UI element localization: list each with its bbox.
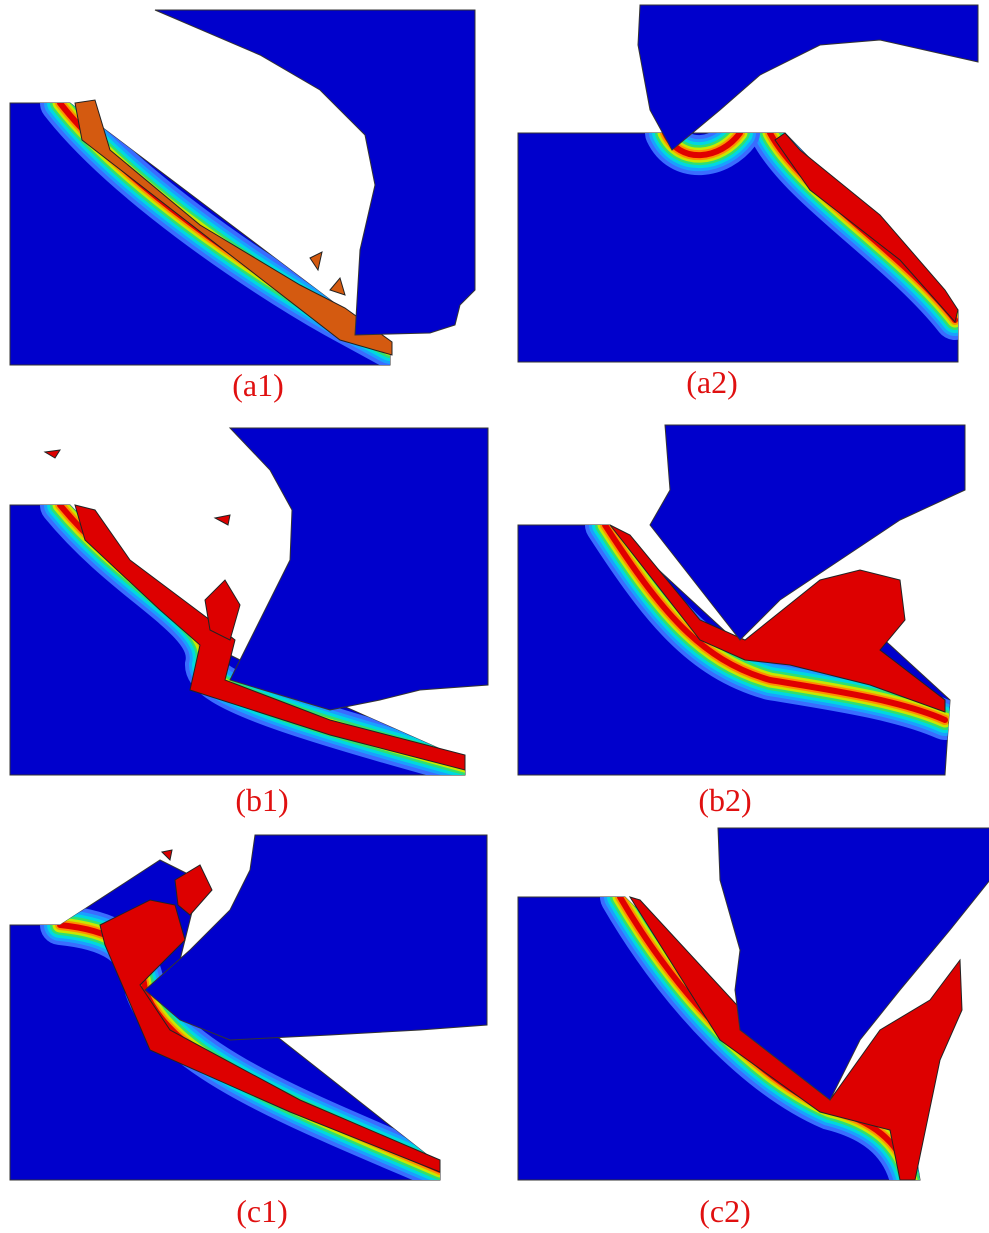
panel-c1: (c1)	[10, 835, 487, 1229]
fragment	[215, 515, 230, 525]
panel-a2: (a2)	[518, 5, 978, 400]
fragment	[310, 252, 322, 270]
tool	[230, 428, 488, 710]
panel-label: (b1)	[235, 782, 288, 818]
panel-b1: (b1)	[10, 428, 488, 818]
panel-label: (a2)	[686, 364, 738, 400]
panel-label: (b2)	[698, 782, 751, 818]
figure: (a1) (a2) (b1) (b2) (c1)	[0, 0, 989, 1233]
panel-label: (a1)	[232, 367, 284, 403]
fragment	[45, 450, 60, 458]
panel-c2: (c2)	[518, 828, 989, 1229]
panel-label: (c2)	[699, 1193, 751, 1229]
panel-b2: (b2)	[518, 425, 965, 818]
panel-label: (c1)	[236, 1193, 288, 1229]
tool	[145, 835, 487, 1040]
panel-a1: (a1)	[10, 10, 475, 403]
fragment	[162, 850, 172, 860]
fragment	[330, 278, 345, 295]
tool	[638, 5, 978, 150]
